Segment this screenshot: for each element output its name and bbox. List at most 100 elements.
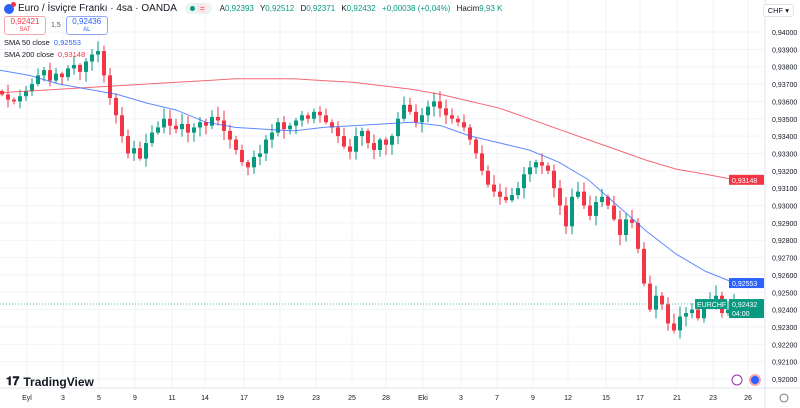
currency-select[interactable]: CHF ▾ [762,4,794,17]
candle-body [336,127,340,137]
candle-body [114,97,118,116]
x-tick-label: 5 [97,395,101,402]
y-tick-label: 0,92800 [772,238,797,245]
sell-button[interactable]: 0,92421 SAT [4,16,46,35]
candle-body [492,184,496,192]
y-tick-label: 0,93600 [772,99,797,106]
candle-body [276,122,280,133]
candle-body [468,127,472,140]
last-price-label-bg [729,299,764,319]
x-tick-label: 7 [495,395,499,402]
candle-body [18,96,22,102]
sma50-legend[interactable]: SMA 50 close 0,92553 [4,38,81,47]
sma50-value: 0,92553 [53,38,81,47]
y-tick-label: 0,92400 [772,308,797,315]
candle-body [42,70,46,76]
candle-body [516,188,520,196]
candle-body [600,196,604,203]
candle-body [330,122,334,128]
candle-body [348,146,352,152]
candle-body [654,295,658,310]
sell-price: 0,92421 [10,17,40,26]
candle-body [318,111,322,116]
tradingview-logo[interactable]: 𝟏𝟕 TradingView [6,374,94,389]
candle-body [408,104,412,112]
x-tick-label: 12 [564,395,572,402]
candle-body [588,205,592,216]
x-tick-label: 25 [348,395,356,402]
candle-body [306,115,310,119]
y-tick-label: 0,93500 [772,117,797,124]
sma200-legend[interactable]: SMA 200 close 0,93148 [4,50,85,59]
bar-countdown: 04:00 [732,311,750,318]
y-tick-label: 0,93300 [772,151,797,158]
candle-body [216,117,220,121]
candle-body [372,143,376,150]
buy-label: AL [83,27,91,33]
currency-label: CHF [767,6,784,15]
candle-body [312,111,316,119]
symbol-title[interactable]: Euro / İsviçre Frankı · 4sa · OANDA [18,3,177,14]
candle-body [390,136,394,145]
candle-body [78,64,82,72]
symbol-tag: EURCHF [697,302,726,309]
candle-body [504,196,508,201]
candle-body [450,115,454,119]
buy-button[interactable]: 0,92436 AL [65,16,108,35]
y-tick-label: 0,93200 [772,169,797,176]
candle-body [534,162,538,168]
market-status-pill[interactable]: = [184,3,212,14]
candle-body [54,73,58,81]
x-tick-label: Eyl [22,395,32,402]
candle-body [726,309,730,314]
avatar-icon [749,374,761,386]
candle-body [252,156,256,168]
ohlc-readout: A0,92393 Y0,92512 D0,92371 K0,92432 +0,0… [220,4,507,13]
candle-body [612,205,616,220]
candle-body [294,120,298,126]
candle-body [126,136,130,154]
candle-body [324,115,328,123]
y-tick-label: 0,92700 [772,256,797,263]
sell-label: SAT [19,27,31,33]
candle-body [258,153,262,157]
high-label: Y [259,4,266,13]
x-tick-label: 3 [61,395,65,402]
sma50-price-label-bg [729,278,764,289]
candle-body [684,313,688,317]
x-tick-label: 23 [312,395,320,402]
candle-body [192,127,196,133]
candle-body [198,122,202,128]
candle-body [438,101,442,109]
y-tick-label: 0,92200 [772,342,797,349]
brand-name: TradingView [23,374,94,389]
symbol-logo-icon [4,1,16,14]
candle-body [570,196,574,227]
candle-body [630,219,634,223]
trade-panel: 0,92421 SAT 1,5 0,92436 AL [4,16,108,35]
x-tick-label: 14 [201,395,209,402]
change-value: +0,00038 (+0,04%) [381,4,451,13]
candle-body [156,127,160,133]
candle-body [24,90,28,97]
equals-icon: = [197,4,207,13]
candle-body [606,196,610,206]
candle-body [462,122,466,128]
candle-body [582,191,586,206]
y-tick-label: 0,92000 [772,377,797,384]
candle-body [660,295,664,305]
y-tick-label: 0,93900 [772,47,797,54]
sma50-line [0,69,736,284]
candle-body [48,70,52,81]
candle-body [396,118,400,137]
close-value: 0,92432 [346,4,376,13]
candle-body [366,130,370,144]
candle-body [228,130,232,140]
candle-body [576,191,580,197]
sma200-line [0,78,736,181]
candle-body [696,309,700,319]
sma200-label: SMA 200 close [4,50,55,59]
candle-body [498,191,502,197]
candle-body [60,73,64,78]
